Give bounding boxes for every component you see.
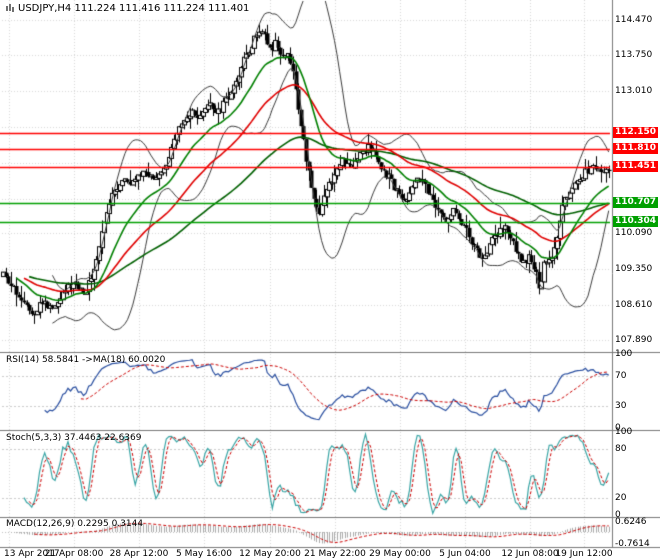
- macd-pane-title: MACD(12,26,9) 0.2295 0.3144: [6, 519, 144, 529]
- stoch-pane-title: Stoch(5,3,3) 37.4463 22.6369: [6, 433, 142, 443]
- chart-icon: [5, 4, 14, 13]
- chart-title-row: USDJPY,H4 111.224 111.416 111.224 111.40…: [5, 3, 249, 14]
- chart-title: USDJPY,H4 111.224 111.416 111.224 111.40…: [18, 3, 250, 14]
- rsi-pane-title: RSI(14) 58.5841 ->MA(18) 60.0020: [6, 355, 166, 365]
